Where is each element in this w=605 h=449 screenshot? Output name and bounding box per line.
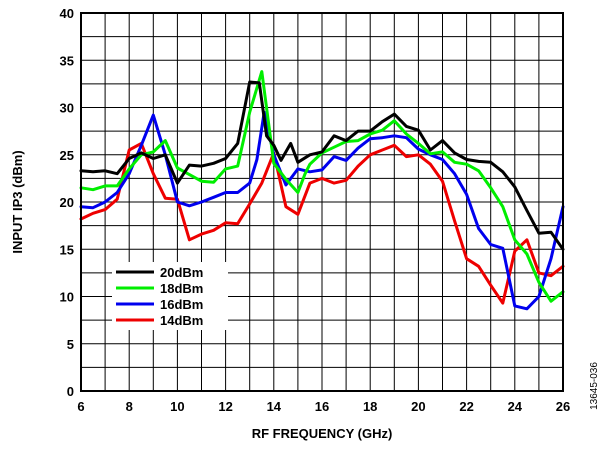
grid [81,13,563,391]
x-axis-label: RF FREQUENCY (GHz) [252,426,393,441]
figure-id: 13645-036 [589,362,600,410]
legend-label: 14dBm [160,313,203,328]
y-axis-label: INPUT IP3 (dBm) [10,150,25,253]
y-tick-labels: 0 5 10 15 20 25 30 35 40 [60,6,74,399]
legend-label: 18dBm [160,281,203,296]
plot-frame [80,12,564,392]
y-tick-label: 15 [60,242,74,257]
x-tick-label: 24 [508,399,523,414]
y-tick-label: 30 [60,101,74,116]
series-lines [79,70,565,311]
y-tick-label: 40 [60,6,74,21]
x-tick-label: 14 [267,399,282,414]
x-tick-label: 12 [218,399,232,414]
x-tick-label: 18 [363,399,377,414]
y-tick-label: 10 [60,290,74,305]
y-tick-label: 25 [60,148,74,163]
x-tick-label: 6 [77,399,84,414]
legend-label: 20dBm [160,265,203,280]
legend-label: 16dBm [160,297,203,312]
x-tick-labels: 6 8 10 12 14 16 18 20 22 24 26 [77,399,570,414]
y-tick-label: 5 [67,337,74,352]
y-tick-label: 35 [60,53,74,68]
series-line-18dBm [79,70,565,303]
series-line-20dBm [79,80,565,251]
x-tick-label: 10 [170,399,184,414]
x-tick-label: 16 [315,399,329,414]
y-tick-label: 0 [67,384,74,399]
y-tick-label: 20 [60,195,74,210]
series-line-16dBm [79,110,565,311]
series-line-14dBm [79,141,565,305]
x-tick-label: 20 [411,399,425,414]
x-tick-label: 26 [556,399,570,414]
x-tick-label: 8 [126,399,133,414]
x-tick-label: 22 [459,399,473,414]
